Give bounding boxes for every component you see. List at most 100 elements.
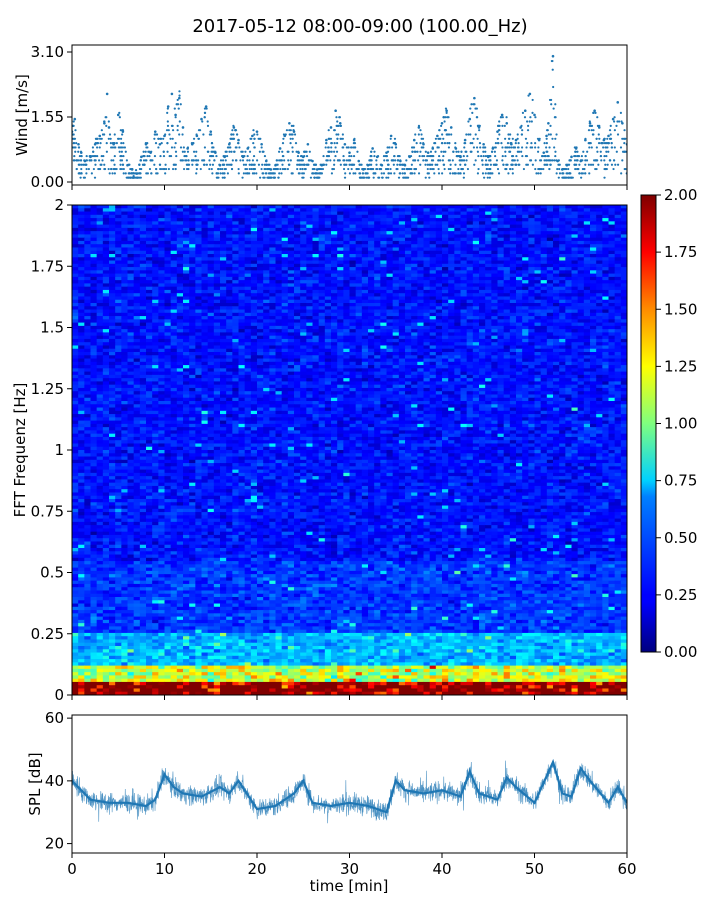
wind-point — [513, 146, 517, 149]
spectrogram-cell — [226, 250, 233, 255]
spectrogram-cell — [324, 270, 332, 274]
wind-point — [164, 167, 168, 171]
spectrogram-cell — [244, 263, 252, 268]
wind-point — [283, 159, 286, 162]
spectrogram-cell — [417, 227, 425, 232]
spectrogram-cell — [429, 227, 437, 232]
spectrogram-cell — [238, 280, 246, 284]
spectrogram-cell — [84, 289, 92, 294]
wind-point — [460, 150, 463, 153]
spectrogram-cell — [472, 218, 480, 222]
wind-point — [113, 172, 116, 175]
spectrogram-cell — [497, 303, 505, 307]
spectrogram-cell — [281, 254, 289, 258]
wind-point — [231, 159, 234, 162]
spectrogram-cell — [343, 237, 351, 242]
wind-point — [176, 124, 179, 127]
spectrogram-cell — [294, 244, 301, 248]
spectrogram-cell — [300, 260, 307, 265]
wind-point — [245, 167, 249, 171]
spectrogram-cell — [269, 267, 277, 271]
spectrogram-cell — [127, 221, 135, 225]
spectrogram-cell — [479, 234, 486, 239]
spectrogram-cell — [306, 289, 314, 294]
spectrogram-cell — [189, 303, 196, 307]
spectrogram-cell — [577, 224, 585, 229]
wind-point — [72, 133, 75, 136]
wind-point — [320, 167, 323, 171]
spectrogram-cell — [287, 240, 295, 245]
spectrogram-cell — [522, 247, 529, 252]
spectrogram-cell — [287, 316, 295, 320]
spectrogram-cell — [164, 247, 172, 252]
spectrogram-cell — [485, 224, 492, 229]
spectrogram-cell — [546, 312, 554, 317]
wind-point — [165, 129, 169, 132]
spectrogram-cell — [608, 247, 616, 252]
wind-point — [148, 154, 151, 158]
spectrogram-cell — [84, 240, 92, 245]
spectrogram-cell — [176, 254, 184, 258]
wind-point — [77, 146, 80, 149]
wind-point — [103, 167, 107, 171]
wind-point — [537, 172, 540, 175]
spectrogram-cell — [287, 208, 295, 212]
wind-point — [284, 133, 287, 136]
spectrogram-cell — [435, 312, 443, 317]
spectrogram-cell — [590, 273, 597, 278]
spectrogram-cell — [608, 208, 616, 212]
spectrogram-cell — [485, 309, 492, 314]
wind-point — [325, 159, 328, 162]
spectrogram-cell — [534, 306, 542, 310]
spectrogram-cell — [448, 240, 455, 245]
spectrogram-cell — [158, 214, 166, 219]
spectrogram-cell — [546, 237, 554, 242]
spectrogram-cell — [386, 218, 394, 222]
spectrogram-cell — [460, 254, 468, 258]
wind-point — [171, 167, 175, 171]
spectrogram-cell — [386, 244, 394, 248]
wind-point — [385, 176, 388, 179]
spectrogram-cell — [423, 283, 431, 288]
wind-point — [583, 167, 586, 171]
spectrogram-cell — [411, 244, 418, 248]
spectrogram-cell — [281, 312, 289, 317]
wind-point — [327, 154, 330, 158]
spectrogram-cell — [96, 208, 104, 212]
spectrogram-cell — [312, 244, 320, 248]
spectrogram-cell — [472, 316, 480, 320]
spectrogram-cell — [306, 306, 314, 310]
wind-point — [476, 137, 479, 140]
spectrogram-cell — [306, 260, 314, 265]
wind-point — [125, 159, 128, 162]
wind-point — [281, 167, 284, 171]
spectrogram-cell — [602, 247, 610, 252]
spectrogram-cell — [398, 244, 406, 248]
spectrogram-cell — [213, 240, 221, 245]
wind-point — [602, 146, 605, 149]
spectrogram-cell — [244, 218, 252, 222]
wind-point — [85, 167, 88, 171]
spectrogram-cell — [435, 270, 443, 274]
wind-point — [619, 146, 623, 149]
wind-point — [210, 150, 213, 153]
wind-point — [549, 124, 552, 127]
spectrogram-cell — [195, 312, 203, 317]
spectrogram-cell — [90, 309, 98, 314]
spectrogram-cell — [590, 254, 597, 258]
spectrogram-cell — [195, 250, 203, 255]
spectrogram-cell — [331, 250, 338, 255]
spectrogram-cell — [380, 309, 388, 314]
wind-point — [201, 120, 204, 123]
spectrogram-cell — [287, 280, 295, 284]
spectrogram-cell — [109, 205, 116, 209]
spectrogram-cell — [183, 231, 190, 235]
spectrogram-cell — [479, 247, 486, 252]
spectrogram-cell — [602, 316, 610, 320]
wind-point — [496, 167, 500, 171]
spectrogram-cell — [306, 254, 314, 258]
spectrogram-cell — [263, 257, 270, 261]
spectrogram-cell — [84, 211, 92, 216]
spectrogram-cell — [287, 221, 295, 225]
spectrogram-cell — [503, 247, 511, 252]
